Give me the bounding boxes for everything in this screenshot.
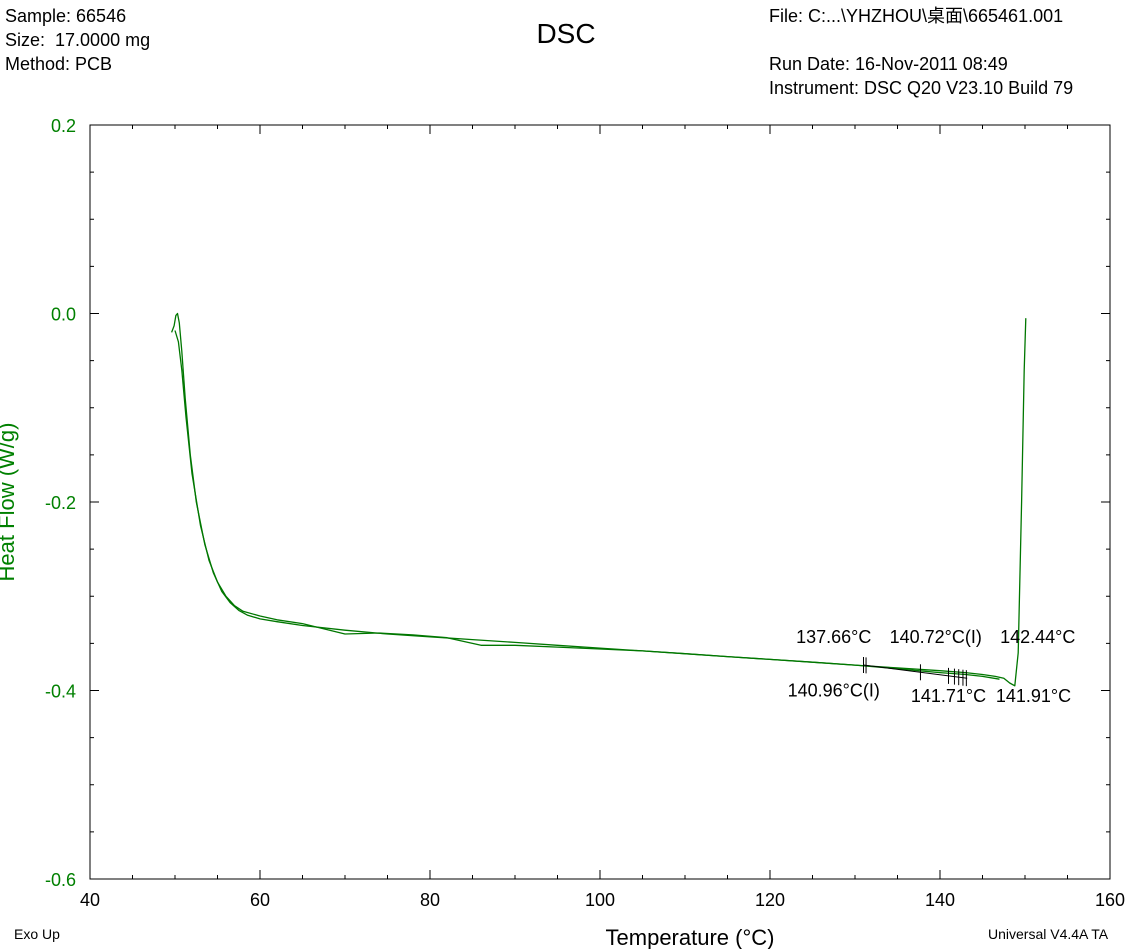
y-tick-label: -0.4: [45, 682, 76, 702]
exo-up-label: Exo Up: [14, 926, 60, 942]
x-tick-label: 40: [80, 890, 100, 910]
sample-label: Sample: 66546: [5, 6, 127, 26]
analysis-baseline: [863, 664, 968, 679]
y-tick-label: -0.6: [45, 870, 76, 890]
heat-flow-curve-2: [174, 330, 1000, 680]
temperature-annotation: 142.44°C: [1000, 627, 1075, 647]
y-tick-label: 0.0: [51, 305, 76, 325]
x-tick-label: 120: [755, 890, 785, 910]
temperature-annotation: 140.96°C(I): [788, 681, 880, 701]
plot-frame: [89, 124, 1111, 880]
x-axis-label: Temperature (°C): [606, 925, 775, 949]
x-tick-label: 140: [925, 890, 955, 910]
x-tick-label: 160: [1095, 890, 1125, 910]
file-label: File: C:...\YHZHOU\桌面\665461.001: [769, 6, 1064, 26]
x-tick-label: 100: [585, 890, 615, 910]
software-version-label: Universal V4.4A TA: [988, 926, 1109, 942]
size-label: Size: 17.0000 mg: [5, 30, 151, 50]
y-axis-label: Heat Flow (W/g): [0, 423, 19, 582]
temperature-annotation: 141.91°C: [996, 686, 1071, 706]
chart-title: DSC: [536, 18, 596, 49]
temperature-annotation: 137.66°C: [796, 627, 871, 647]
y-tick-label: -0.2: [45, 493, 76, 513]
run-date-label: Run Date: 16-Nov-2011 08:49: [769, 54, 1008, 74]
y-tick-label: 0.2: [51, 116, 76, 136]
x-tick-label: 80: [420, 890, 440, 910]
instrument-label: Instrument: DSC Q20 V23.10 Build 79: [769, 78, 1074, 98]
method-label: Method: PCB: [5, 54, 113, 74]
x-tick-label: 60: [250, 890, 270, 910]
temperature-annotation: 141.71°C: [911, 686, 986, 706]
temperature-annotation: 140.72°C(I): [890, 627, 982, 647]
